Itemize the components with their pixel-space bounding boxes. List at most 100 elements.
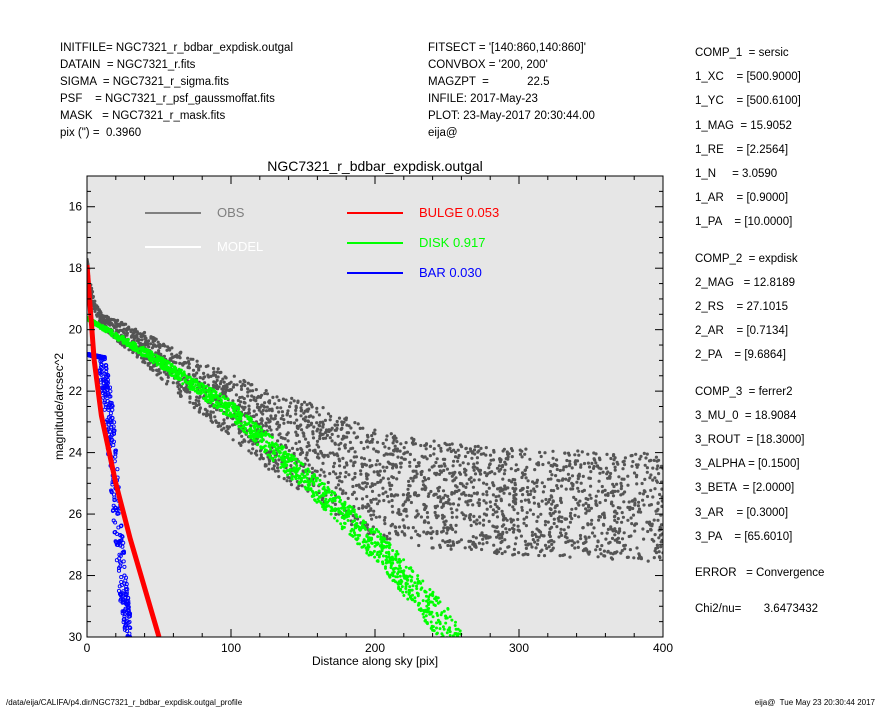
obs-point — [652, 458, 656, 462]
obs-point — [195, 359, 199, 363]
obs-point — [289, 464, 293, 468]
obs-point — [306, 441, 310, 445]
obs-point — [584, 507, 588, 511]
obs-point — [464, 473, 468, 477]
disk-point — [432, 603, 436, 607]
obs-point — [115, 328, 119, 332]
obs-point — [425, 532, 429, 536]
obs-point — [503, 485, 507, 489]
obs-point — [176, 384, 180, 389]
obs-point — [387, 481, 391, 485]
obs-point — [636, 504, 641, 508]
obs-point — [448, 539, 452, 543]
disk-point — [439, 613, 443, 617]
obs-point — [297, 440, 301, 444]
obs-point — [437, 444, 441, 448]
obs-point — [653, 487, 657, 491]
obs-point — [191, 357, 195, 361]
disk-point — [362, 544, 366, 548]
obs-point — [87, 261, 90, 265]
disk-point — [372, 549, 376, 553]
obs-point — [392, 449, 396, 453]
param-line-15: 3_ROUT = [18.3000] — [695, 434, 805, 446]
obs-point — [459, 538, 463, 542]
obs-point — [415, 494, 419, 498]
disk-point — [110, 329, 114, 333]
obs-point — [269, 428, 273, 432]
obs-point — [622, 531, 626, 535]
obs-point — [635, 465, 639, 469]
obs-point — [460, 445, 464, 449]
obs-point — [275, 427, 279, 431]
disk-point — [435, 599, 439, 603]
obs-point — [294, 430, 298, 434]
obs-point — [211, 366, 216, 371]
obs-point — [584, 501, 588, 505]
obs-point — [364, 485, 368, 489]
disk-point — [161, 364, 164, 368]
obs-point — [375, 459, 379, 463]
obs-point — [577, 489, 581, 493]
obs-point — [658, 556, 662, 560]
obs-point — [463, 546, 467, 550]
header-mid-line-2: MAGZPT = 22.5 — [428, 76, 550, 88]
obs-point — [498, 460, 502, 464]
disk-point — [347, 512, 350, 516]
obs-point — [659, 464, 663, 468]
obs-point — [543, 523, 548, 527]
obs-point — [485, 474, 489, 478]
obs-point — [570, 507, 574, 511]
obs-point — [170, 346, 174, 350]
obs-point — [540, 499, 544, 503]
disk-point — [340, 506, 343, 510]
param-line-21: Chi2/nu= 3.6473432 — [695, 603, 819, 616]
obs-point — [562, 528, 566, 532]
bar-point — [103, 404, 108, 410]
obs-point — [564, 540, 568, 545]
obs-point — [158, 343, 162, 347]
disk-point — [402, 573, 406, 577]
bar-point — [105, 399, 110, 404]
disk-point — [453, 644, 456, 647]
obs-point — [507, 528, 512, 532]
disk-point — [354, 513, 358, 517]
disk-point — [406, 597, 410, 601]
obs-point — [155, 368, 159, 372]
obs-point — [125, 331, 129, 335]
obs-point — [365, 482, 369, 486]
disk-point — [180, 374, 184, 377]
bar-point — [104, 379, 110, 385]
obs-point — [635, 482, 639, 486]
obs-point — [505, 518, 509, 522]
obs-point — [432, 493, 436, 497]
disk-point — [216, 401, 220, 405]
obs-point — [424, 486, 428, 490]
disk-point — [238, 411, 242, 414]
obs-point — [222, 386, 226, 390]
obs-point — [549, 513, 553, 518]
disk-point — [458, 668, 461, 671]
obs-point — [252, 409, 256, 413]
obs-point — [558, 468, 562, 473]
obs-point — [523, 498, 528, 502]
disk-point — [454, 627, 458, 631]
obs-point — [326, 480, 330, 485]
obs-point — [454, 523, 458, 528]
disk-point — [254, 439, 258, 443]
disk-point — [413, 596, 417, 600]
disk-point — [222, 394, 226, 398]
header-mid-line-3: INFILE: 2017-May-23 — [428, 93, 538, 105]
obs-point — [485, 507, 489, 511]
obs-point — [462, 491, 466, 495]
obs-point — [639, 454, 643, 458]
disk-point — [315, 493, 319, 497]
obs-point — [298, 452, 302, 456]
obs-point — [472, 491, 476, 495]
obs-point — [372, 447, 376, 451]
obs-point — [450, 492, 454, 496]
disk-point — [279, 466, 283, 469]
disk-point — [329, 512, 333, 516]
disk-point — [443, 639, 446, 642]
disk-point — [310, 474, 314, 478]
obs-point — [373, 432, 377, 436]
